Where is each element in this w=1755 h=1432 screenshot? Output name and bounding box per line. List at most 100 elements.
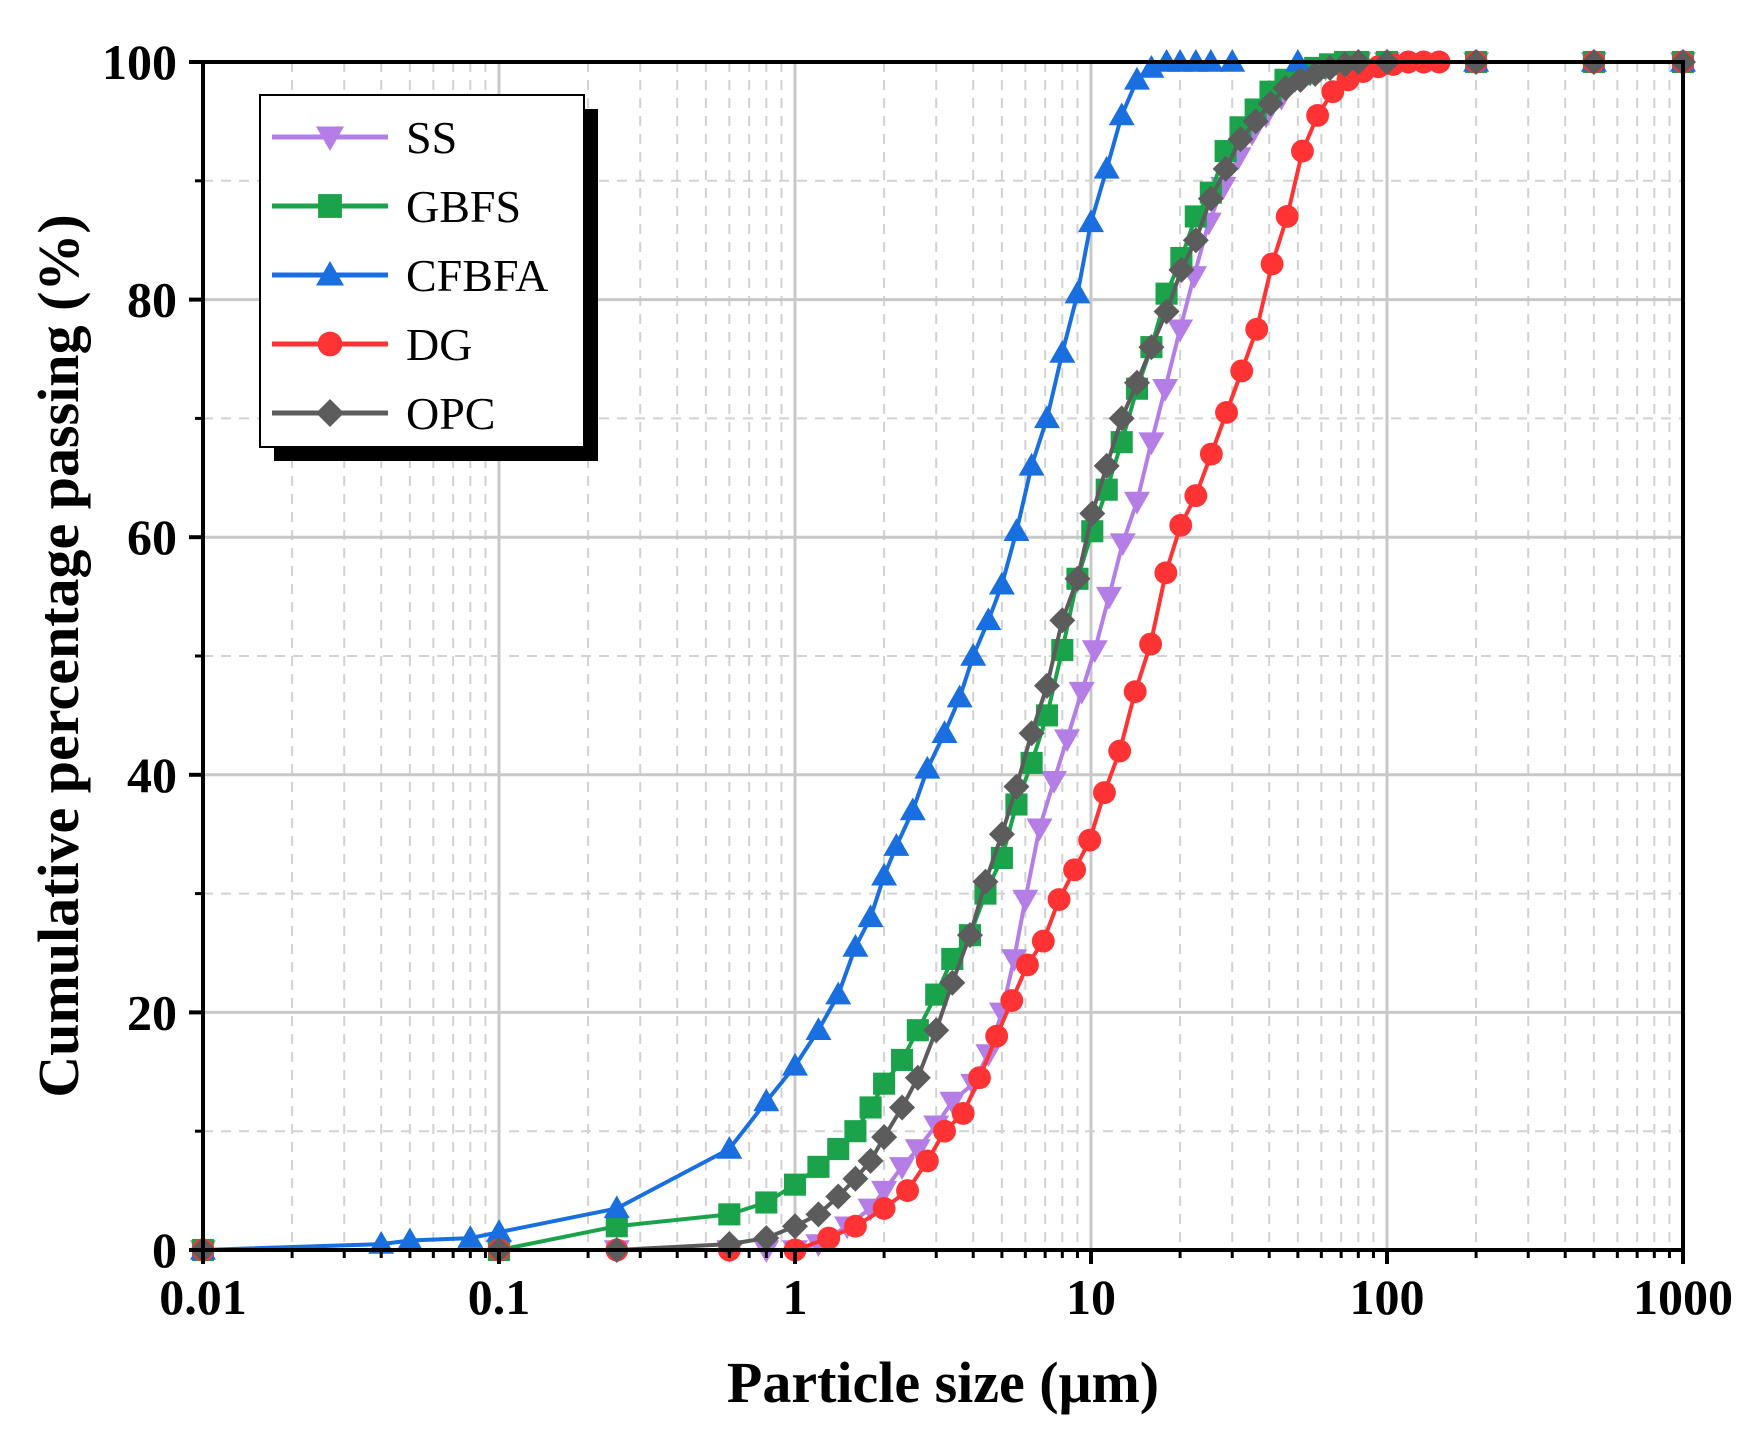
data-point-dg: [1047, 888, 1071, 911]
x-tick-label: 1: [783, 1269, 808, 1325]
legend-marker-cfbfa: [316, 261, 344, 286]
data-point-cfbfa: [805, 1017, 832, 1040]
y-tick-label: 0: [152, 1222, 177, 1278]
data-point-cfbfa: [396, 1227, 423, 1251]
data-point-cfbfa: [1108, 102, 1135, 126]
legend-marker-opc: [316, 399, 344, 427]
legend-marker-dg: [317, 331, 343, 357]
data-point-dg: [1230, 359, 1254, 383]
data-point-dg: [843, 1214, 867, 1238]
data-point-opc: [1138, 334, 1165, 361]
x-tick-label: 0.1: [468, 1269, 531, 1325]
data-point-opc: [1079, 500, 1106, 527]
data-point-cfbfa: [782, 1052, 808, 1076]
data-point-dg: [915, 1149, 939, 1173]
data-point-opc: [972, 868, 999, 895]
data-point-cfbfa: [842, 934, 869, 957]
data-point-gbfs: [755, 1191, 778, 1214]
data-point-dg: [951, 1101, 975, 1125]
data-point-gbfs: [827, 1137, 850, 1161]
data-point-ss: [1152, 378, 1179, 402]
data-point-dg: [1154, 561, 1178, 585]
y-tick-label: 100: [102, 34, 177, 90]
legend-marker-gbfs: [318, 194, 342, 218]
data-point-opc: [825, 1183, 852, 1210]
x-tick-label: 10: [1066, 1269, 1116, 1325]
data-point-cfbfa: [825, 981, 852, 1005]
data-point-opc: [1317, 54, 1344, 81]
legend-label-cfbfa: CFBFA: [406, 250, 548, 301]
data-point-dg: [1291, 139, 1314, 163]
x-tick-label: 100: [1350, 1269, 1425, 1325]
data-point-dg: [817, 1226, 841, 1250]
x-axis-title: Particle size (μm): [727, 1350, 1159, 1415]
data-point-dg: [933, 1119, 956, 1143]
data-point-dg: [1016, 953, 1039, 977]
legend-label-dg: DG: [406, 319, 472, 370]
data-point-opc: [1227, 126, 1254, 153]
data-point-ss: [1109, 533, 1136, 557]
axis-ticks: 0.01 0.1 1 10 100 1000 0 20 40 60 80 100: [102, 34, 1733, 1325]
data-point-cfbfa: [1093, 155, 1120, 179]
data-point-opc: [782, 1213, 808, 1240]
x-tick-label: 1000: [1633, 1269, 1733, 1325]
data-point-cfbfa: [914, 755, 941, 779]
data-point-cfbfa: [960, 643, 987, 666]
data-point-gbfs: [1035, 704, 1059, 727]
data-point-opc: [1064, 565, 1091, 592]
data-point-dg: [1123, 680, 1147, 704]
data-point-opc: [956, 922, 983, 949]
data-point-cfbfa: [1078, 209, 1104, 233]
data-point-cfbfa: [899, 797, 926, 821]
data-point-opc: [1123, 369, 1150, 396]
data-point-opc: [1018, 720, 1045, 747]
data-point-opc: [1049, 607, 1076, 634]
data-point-opc: [1302, 60, 1329, 87]
data-point-dg: [1000, 989, 1024, 1012]
data-point-opc: [1168, 256, 1195, 283]
data-point-ss: [1068, 681, 1095, 705]
data-point-cfbfa: [1064, 280, 1091, 304]
data-point-opc: [1242, 108, 1269, 135]
data-point-ss: [1001, 949, 1028, 972]
data-point-opc: [1197, 185, 1224, 212]
y-tick-label: 40: [127, 747, 177, 803]
legend-marker-ss: [316, 126, 344, 151]
data-point-opc: [842, 1165, 869, 1192]
data-point-opc: [871, 1124, 898, 1151]
data-point-gbfs: [807, 1155, 830, 1178]
data-point-cfbfa: [1138, 54, 1165, 78]
data-point-gbfs: [925, 983, 948, 1006]
data-point-cfbfa: [1033, 405, 1060, 429]
data-point-gbfs: [844, 1120, 867, 1143]
data-point-gbfs: [873, 1072, 896, 1095]
data-point-dg: [1199, 442, 1223, 466]
data-point-ss: [871, 1180, 898, 1204]
data-point-opc: [1003, 773, 1030, 800]
data-point-opc: [1108, 405, 1135, 432]
data-point-cfbfa: [1049, 340, 1076, 363]
data-point-opc: [1093, 452, 1120, 479]
data-point-opc: [1033, 672, 1060, 699]
data-point-opc: [753, 1225, 780, 1252]
data-point-dg: [1031, 929, 1055, 953]
data-point-opc: [1182, 227, 1209, 254]
y-tick-label: 60: [127, 509, 177, 565]
legend-box: [259, 94, 585, 448]
data-point-dg: [1169, 513, 1193, 537]
legend-label-gbfs: GBFS: [406, 181, 521, 232]
data-point-cfbfa: [486, 1219, 512, 1242]
data-point-ss: [1123, 491, 1150, 515]
data-point-ss: [1041, 770, 1068, 794]
data-point-ss: [1012, 889, 1039, 913]
data-point-cfbfa: [716, 1136, 743, 1159]
data-point-cfbfa: [871, 862, 898, 886]
data-point-gbfs: [891, 1048, 914, 1071]
data-point-opc: [1257, 90, 1284, 117]
data-point-ss: [904, 1139, 931, 1163]
data-point-cfbfa: [883, 833, 910, 856]
data-point-ss: [889, 1157, 916, 1180]
data-point-dg: [1108, 739, 1132, 763]
data-point-ss: [1081, 640, 1108, 664]
data-point-opc: [857, 1147, 884, 1174]
